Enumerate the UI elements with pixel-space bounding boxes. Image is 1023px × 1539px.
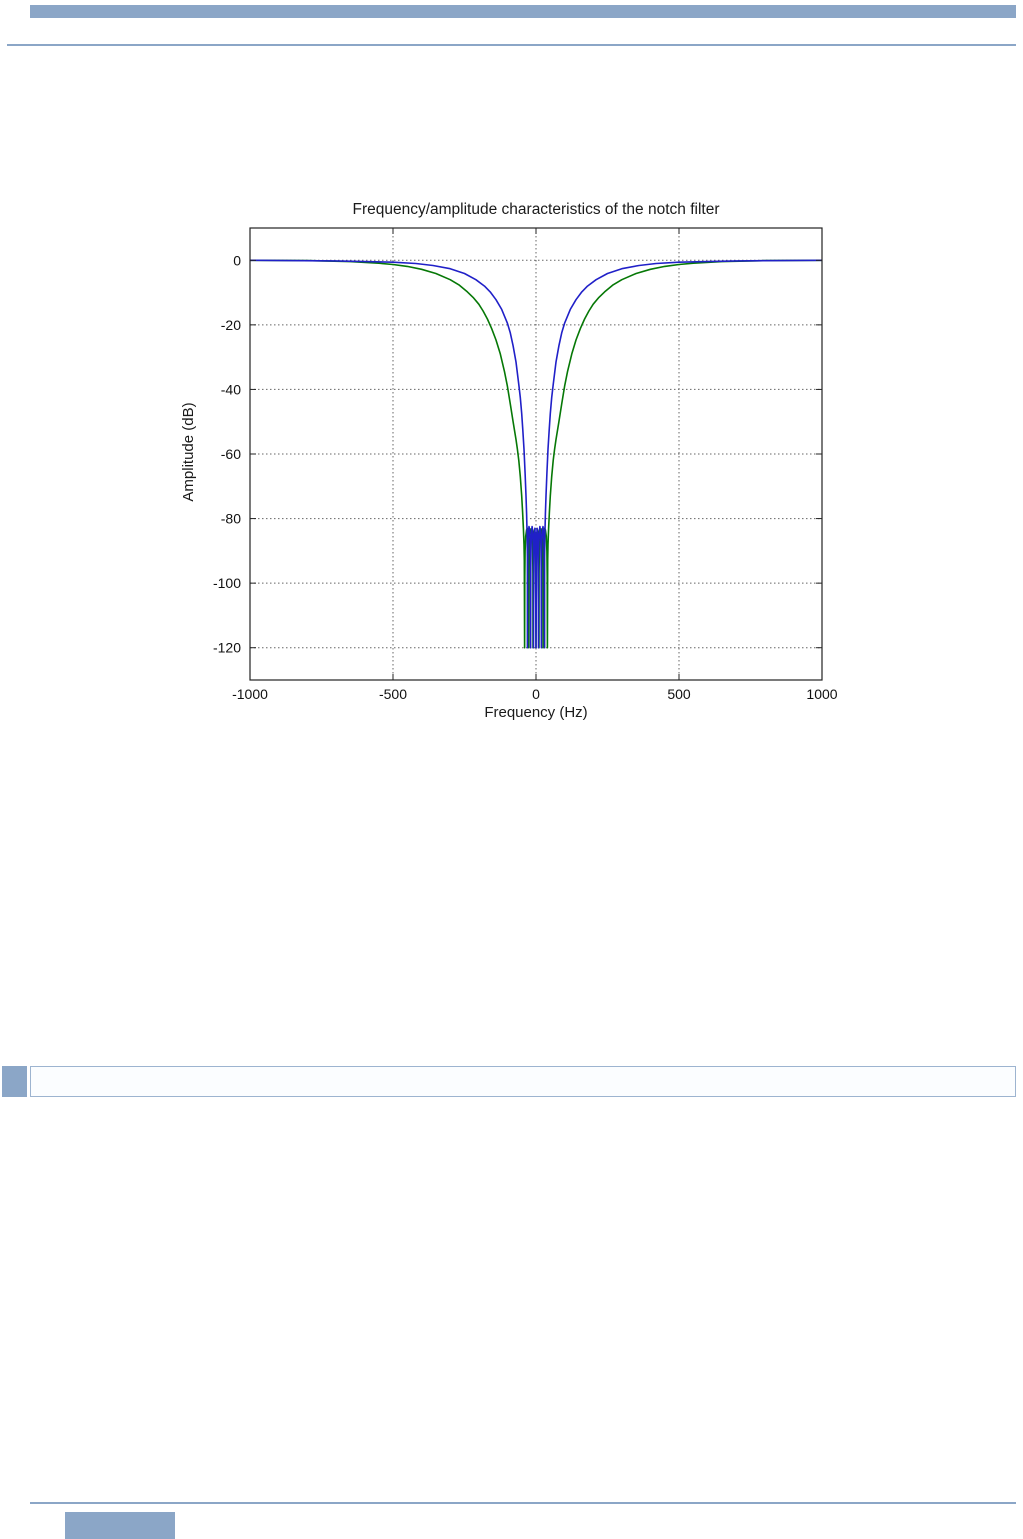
x-tick-label: 1000	[806, 686, 837, 702]
y-tick-label: -40	[221, 381, 241, 397]
x-tick-label: -1000	[232, 686, 268, 702]
y-tick-label: -100	[213, 575, 241, 591]
y-tick-label: -60	[221, 446, 241, 462]
y-tick-label: -80	[221, 511, 241, 527]
header-accent-bar	[30, 5, 1016, 18]
x-tick-label: -500	[379, 686, 407, 702]
x-axis-label: Frequency (Hz)	[484, 704, 588, 721]
section-heading-bar	[30, 1066, 1016, 1097]
header-rule	[7, 44, 1016, 46]
series-narrow-notch	[249, 259, 823, 649]
x-tick-label: 500	[667, 686, 691, 702]
footer-rule	[30, 1502, 1016, 1504]
footer-page-block	[65, 1512, 175, 1539]
chart-title: Frequency/amplitude characteristics of t…	[352, 201, 720, 218]
y-tick-label: -120	[213, 640, 241, 656]
y-tick-label: 0	[233, 252, 241, 268]
y-tick-label: -20	[221, 317, 241, 333]
notch-filter-figure: Frequency/amplitude characteristics of t…	[180, 190, 860, 750]
section-heading-marker	[2, 1066, 27, 1097]
notch-filter-chart: -1000 -500 0 500 1000 0 -20 -40 -60 -80 -100 -120	[213, 227, 838, 702]
x-tick-label: 0	[532, 686, 540, 702]
